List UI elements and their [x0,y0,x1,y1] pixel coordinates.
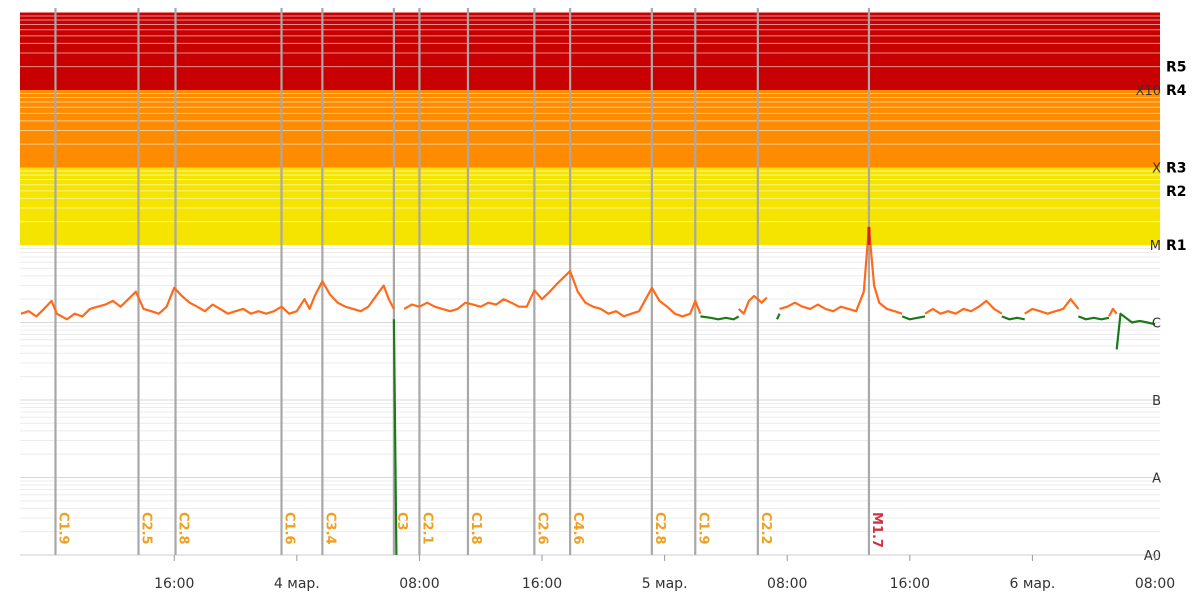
class-label: A0 [1144,549,1161,564]
radio-blackout-levels: R5 R4 R3 R2 R1 [1166,60,1187,254]
x-tick-label: 08:00 [767,576,807,592]
class-label: C [1152,317,1161,332]
flare-label: C2.8 [652,512,667,545]
x-tick-label: 5 мар. [642,576,688,592]
flare-label: C1.8 [468,512,483,545]
flux-band-2 [20,167,1160,245]
flare-label: C1.9 [55,512,70,545]
class-axis: X10 X M C B A A0 [1136,84,1162,564]
flare-label: C2.2 [758,512,773,545]
flare-label: C2.1 [419,512,434,545]
x-tick-label: 16:00 [154,576,194,592]
x-tick-label: 08:00 [1135,576,1175,592]
flux-series-line-0 [20,226,1118,321]
x-axis: 16:00 4 мар. 08:00 16:00 5 мар. 08:00 16:00 6 м… [154,555,1175,592]
radio-level-label: R4 [1166,83,1187,99]
radio-level-label: R5 [1166,60,1187,76]
flare-label: C3.4 [322,512,337,545]
x-tick-label: 16:00 [522,576,562,592]
flare-label: C1.6 [282,512,297,545]
flare-label: C2.6 [534,512,549,545]
grid-lines [20,248,1160,556]
flare-label: C3 [394,512,409,531]
flux-series-line-1 [392,312,1156,556]
flare-label: C2.5 [138,512,153,545]
flux-bands [20,12,1160,245]
radio-level-label: R3 [1166,161,1187,177]
flare-label: C2.8 [176,512,191,545]
flux-band-0 [20,12,1160,90]
x-tick-label: 4 мар. [274,576,320,592]
class-label: X10 [1136,84,1161,99]
flux-band-1 [20,90,1160,168]
flare-labels: C1.9 C2.5 C2.8 C1.6 C3.4 C3 C2.1 C1.8 C2.6 C4.6 C2… [55,512,883,548]
radio-level-label: R2 [1166,184,1187,200]
class-label: B [1152,394,1161,409]
x-tick-label: 16:00 [890,576,930,592]
flare-label: C1.9 [695,512,710,545]
flare-label: C4.6 [570,512,585,545]
class-label: M [1150,239,1161,254]
flux-series [20,226,1156,556]
x-tick-label: 08:00 [399,576,439,592]
x-tick-label: 6 мар. [1009,576,1055,592]
radio-level-label: R1 [1166,238,1187,254]
class-label: X [1152,162,1161,177]
class-label: A [1152,472,1161,487]
flare-label: M1.7 [869,512,884,548]
